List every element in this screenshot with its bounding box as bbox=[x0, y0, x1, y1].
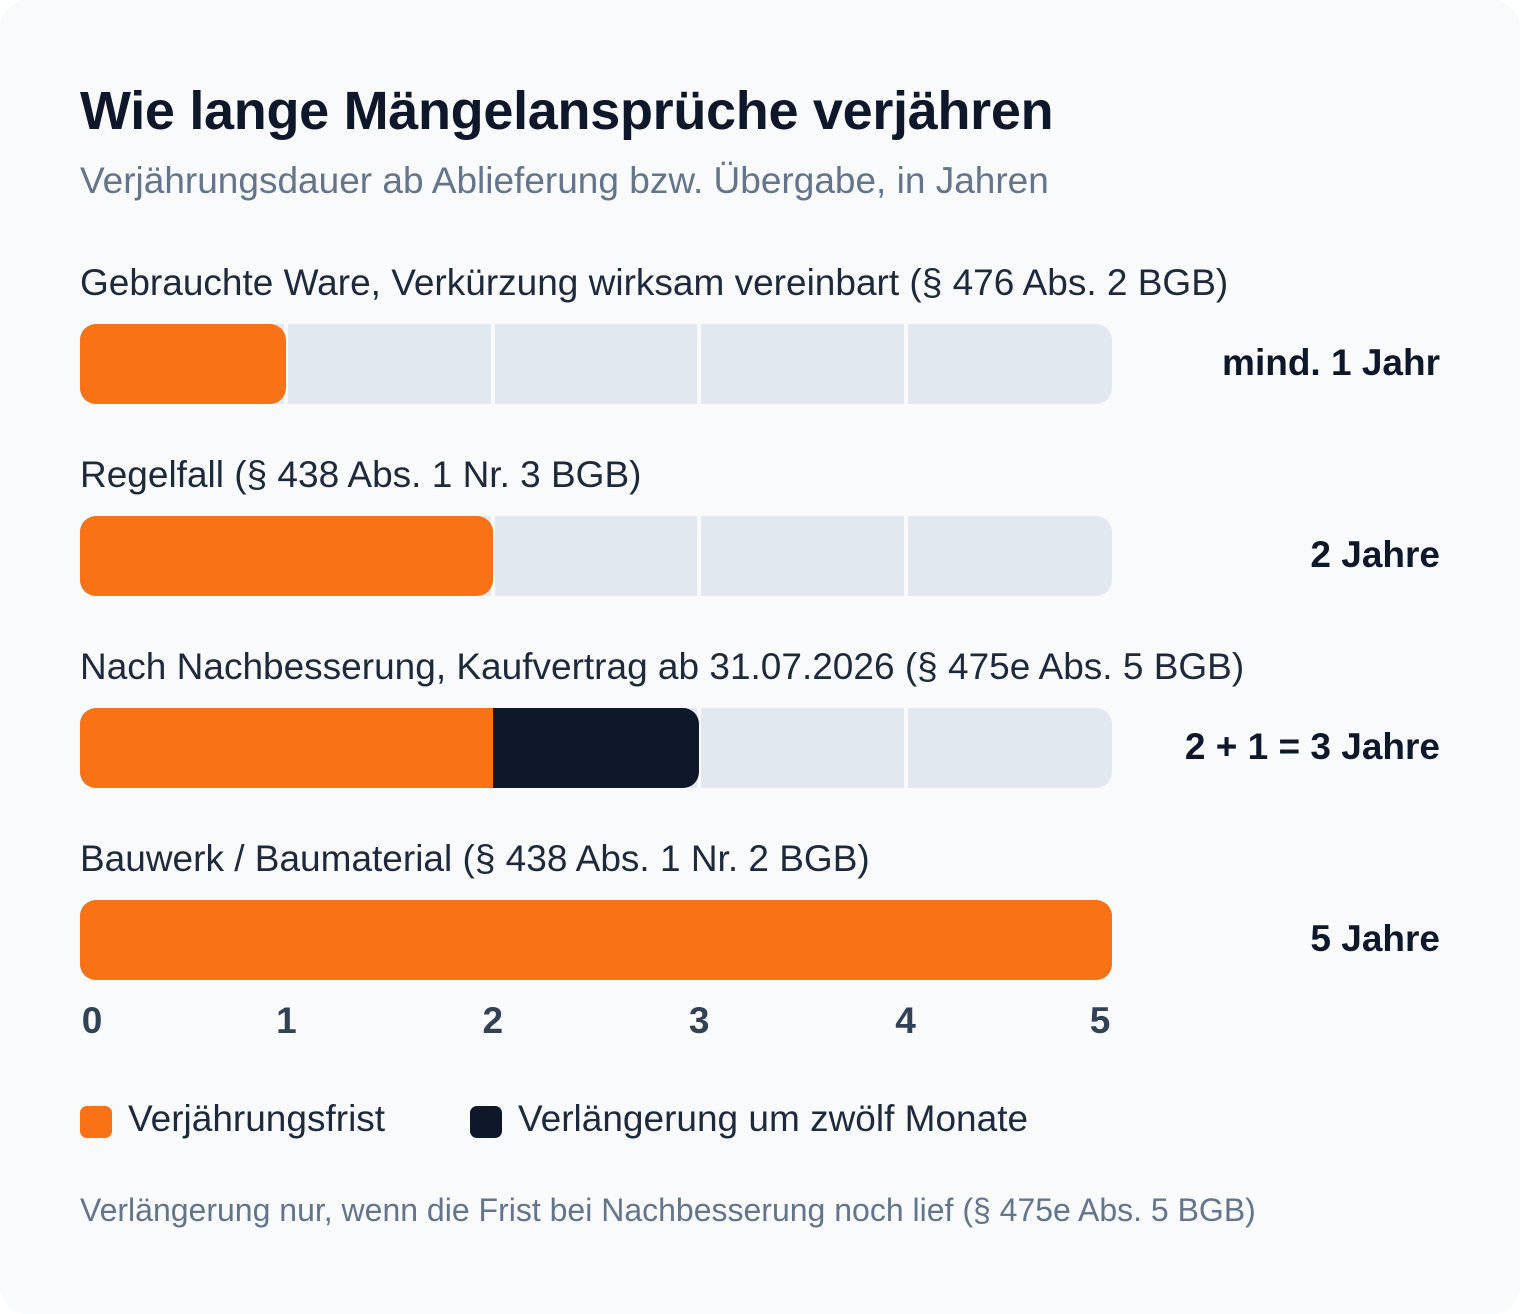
x-tick-label: 2 bbox=[482, 1000, 504, 1041]
grid-divider bbox=[903, 708, 908, 788]
bar-segment-frist bbox=[80, 324, 287, 404]
bar-track bbox=[80, 900, 1112, 980]
bar-track bbox=[80, 516, 1112, 596]
grid-divider bbox=[903, 516, 908, 596]
value-label: 2 + 1 = 3 Jahre bbox=[1184, 726, 1440, 767]
bar-segment-frist bbox=[80, 516, 493, 596]
grid-divider bbox=[284, 324, 289, 404]
chart-title: Wie lange Mängelansprüche verjähren bbox=[80, 81, 1054, 141]
value-label: 5 Jahre bbox=[1310, 918, 1440, 959]
x-tick-label: 5 bbox=[1089, 1000, 1111, 1041]
value-label: mind. 1 Jahr bbox=[1222, 342, 1440, 383]
bar-segment-verlaengerung bbox=[492, 708, 700, 788]
x-tick-label: 0 bbox=[81, 1000, 103, 1041]
bar-track bbox=[80, 324, 1112, 404]
grid-divider bbox=[490, 516, 495, 596]
grid-divider bbox=[697, 516, 702, 596]
category-label: Regelfall (§ 438 Abs. 1 Nr. 3 BGB) bbox=[80, 454, 642, 495]
legend-swatch bbox=[470, 1106, 502, 1138]
x-tick-label: 4 bbox=[895, 1000, 916, 1041]
footnote: Verlängerung nur, wenn die Frist bei Nac… bbox=[80, 1192, 1256, 1228]
grid-divider bbox=[903, 324, 908, 404]
grid-divider bbox=[490, 324, 495, 404]
legend-label: Verjährungsfrist bbox=[128, 1098, 386, 1139]
grid-divider bbox=[697, 708, 702, 788]
bar-track bbox=[80, 708, 1112, 788]
value-label: 2 Jahre bbox=[1310, 534, 1440, 575]
bar-segment-frist bbox=[80, 708, 493, 788]
legend-label: Verlängerung um zwölf Monate bbox=[518, 1098, 1029, 1139]
category-label: Gebrauchte Ware, Verkürzung wirksam vere… bbox=[80, 262, 1229, 303]
category-label: Bauwerk / Baumaterial (§ 438 Abs. 1 Nr. … bbox=[80, 838, 870, 879]
bar-segment-frist bbox=[80, 900, 1112, 980]
legend-swatch bbox=[80, 1106, 112, 1138]
x-tick-label: 1 bbox=[276, 1000, 297, 1041]
x-tick-label: 3 bbox=[688, 1000, 710, 1041]
grid-divider bbox=[697, 324, 702, 404]
category-label: Nach Nachbesserung, Kaufvertrag ab 31.07… bbox=[80, 646, 1245, 687]
chart-subtitle: Verjährungsdauer ab Ablieferung bzw. Übe… bbox=[80, 160, 1049, 201]
